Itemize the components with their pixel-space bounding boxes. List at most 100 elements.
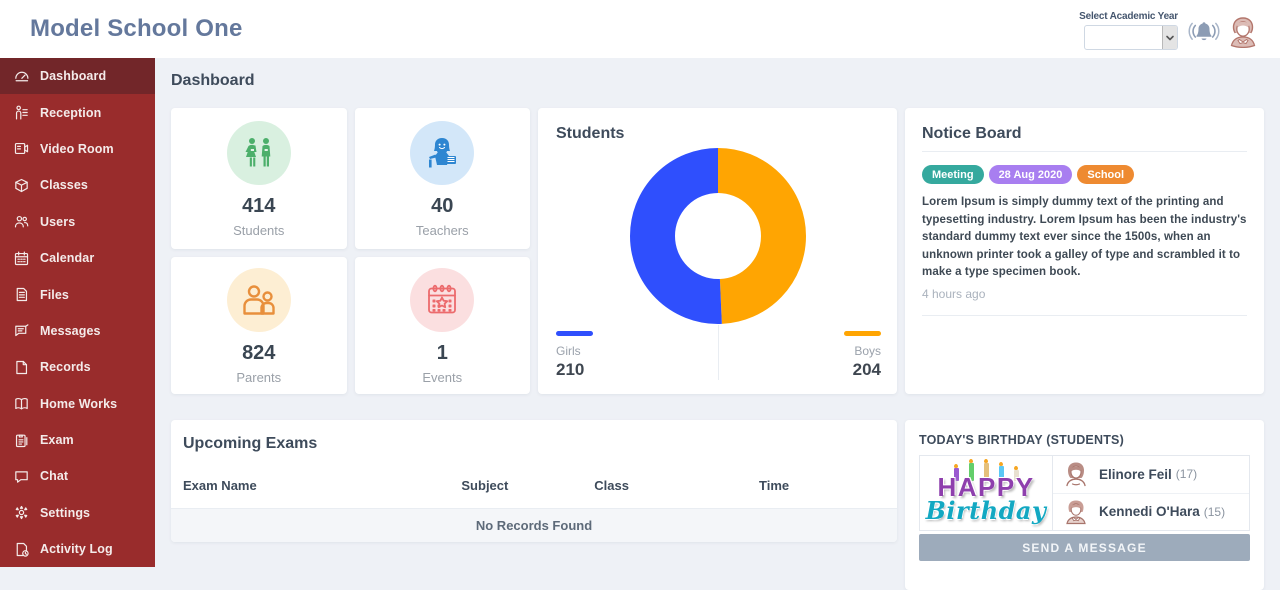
candle-icon	[968, 459, 974, 481]
exams-column-class: Class	[594, 478, 629, 493]
birthday-student-row: Kennedi O'Hara (15)	[1053, 492, 1249, 531]
sidebar-item-exam[interactable]: Exam	[0, 422, 155, 458]
chart-title: Students	[556, 125, 625, 142]
user-avatar[interactable]	[1228, 16, 1258, 53]
no-records-cell: No Records Found	[171, 508, 897, 542]
files-icon	[13, 286, 30, 303]
sidebar-item-calendar[interactable]: Calendar	[0, 240, 155, 276]
candle-icon	[998, 462, 1004, 481]
students-chart-card: Students Girls 210 Boys 204	[538, 108, 897, 394]
birthday-box: HAPPY Birthday Elinore Feil (17) Kennedi…	[919, 455, 1250, 531]
sidebar-item-files[interactable]: Files	[0, 276, 155, 312]
donut-segment-girls	[629, 148, 806, 324]
legend-girls: Girls 210	[556, 331, 593, 380]
candle-icon	[1013, 466, 1019, 481]
sidebar-item-label: Video Room	[40, 141, 114, 156]
records-icon	[13, 359, 30, 376]
student-avatar-icon	[1063, 461, 1089, 487]
sidebar-item-label: Messages	[40, 323, 101, 338]
sidebar-item-home-works[interactable]: Home Works	[0, 386, 155, 422]
students-icon	[226, 121, 291, 185]
sidebar-item-records[interactable]: Records	[0, 349, 155, 385]
academic-year-select[interactable]	[1084, 25, 1178, 50]
legend-value: 204	[852, 360, 881, 379]
messages-icon	[13, 322, 30, 339]
header: Model School One Select Academic Year	[0, 0, 1280, 58]
reception-icon	[13, 104, 30, 121]
sidebar-item-dashboard[interactable]: Dashboard	[0, 58, 155, 95]
sidebar-item-label: Dashboard	[40, 69, 107, 84]
stat-label: Parents	[236, 370, 282, 385]
parents-icon	[226, 268, 291, 332]
notice-time: 4 hours ago	[922, 286, 986, 301]
dashboard-icon	[13, 68, 30, 85]
stat-card-events: 1 Events	[354, 257, 530, 394]
stat-label: Students	[233, 223, 285, 238]
candle-icon	[953, 464, 959, 481]
sidebar-item-label: Exam	[40, 433, 74, 448]
sidebar-item-label: Home Works	[40, 396, 118, 411]
stat-value: 40	[431, 195, 454, 217]
sidebar-item-label: Files	[40, 287, 69, 302]
student-name: Elinore Feil	[1099, 466, 1172, 482]
sidebar-item-label: Settings	[40, 505, 91, 520]
send-a-message-button[interactable]: SEND A MESSAGE	[919, 534, 1250, 561]
legend-divider	[717, 325, 719, 380]
sidebar-item-activity-log[interactable]: Activity Log	[0, 531, 155, 567]
birthday-students-list: Elinore Feil (17) Kennedi O'Hara (15)	[1053, 456, 1249, 530]
teachers-icon	[410, 121, 475, 185]
sidebar: Dashboard Reception Video Room Classes U…	[0, 58, 155, 567]
notice-tag: 28 Aug 2020	[988, 165, 1073, 184]
stat-value: 414	[242, 195, 276, 217]
stat-card-teachers: 40 Teachers	[354, 108, 530, 249]
legend-label: Girls	[556, 344, 581, 358]
birthday-card: TODAY'S BIRTHDAY (STUDENTS) HAPPY Birthd…	[905, 420, 1264, 590]
student-name: Kennedi O'Hara	[1099, 504, 1200, 520]
sidebar-item-video-room[interactable]: Video Room	[0, 131, 155, 167]
exam-icon	[13, 432, 30, 449]
academic-year-label: Select Academic Year	[1079, 11, 1178, 22]
sidebar-item-settings[interactable]: Settings	[0, 495, 155, 531]
sidebar-item-label: Classes	[40, 178, 88, 193]
sidebar-item-messages[interactable]: Messages	[0, 313, 155, 349]
stat-label: Events	[422, 370, 463, 385]
candles-decoration	[953, 459, 1019, 481]
legend-boys: Boys 204	[844, 331, 881, 380]
sidebar-item-chat[interactable]: Chat	[0, 458, 155, 494]
notice-board-title: Notice Board	[922, 125, 1022, 142]
home-works-icon	[13, 395, 30, 412]
stat-card-students: 414 Students	[171, 108, 347, 249]
legend-color-bar	[556, 331, 593, 336]
stat-card-parents: 824 Parents	[171, 257, 347, 394]
classes-icon	[13, 177, 30, 194]
sidebar-item-users[interactable]: Users	[0, 204, 155, 240]
student-age: (15)	[1203, 504, 1226, 519]
happy-birthday-art: HAPPY Birthday	[920, 456, 1053, 530]
happy-word: HAPPY	[937, 472, 1035, 502]
notifications-bell-icon[interactable]	[1187, 19, 1221, 50]
chat-icon	[13, 468, 30, 485]
divider	[922, 151, 1247, 152]
stat-cards: 414 Students 40 Teachers 824 Parents	[171, 108, 530, 394]
sidebar-item-label: Reception	[40, 105, 102, 120]
exams-column-time: Time	[759, 478, 790, 493]
candle-icon	[983, 459, 989, 481]
calendar-icon	[13, 250, 30, 267]
divider	[922, 314, 1247, 316]
sidebar-item-reception[interactable]: Reception	[0, 94, 155, 130]
sidebar-item-label: Records	[40, 360, 91, 375]
stat-value: 824	[242, 342, 276, 364]
sidebar-item-label: Chat	[40, 469, 69, 484]
stat-value: 1	[436, 342, 448, 364]
sidebar-item-label: Users	[40, 214, 76, 229]
sidebar-item-label: Calendar	[40, 251, 95, 266]
notice-item: Meeting 28 Aug 2020 School Lorem Ipsum is …	[922, 165, 1247, 316]
exams-column-exam-name: Exam Name	[183, 478, 257, 493]
settings-icon	[13, 504, 30, 521]
video-room-icon	[13, 140, 30, 157]
school-name: Model School One	[30, 15, 243, 42]
exams-column-subject: Subject	[461, 478, 509, 493]
notice-tag: Meeting	[922, 165, 984, 184]
events-icon	[410, 268, 475, 332]
sidebar-item-classes[interactable]: Classes	[0, 167, 155, 203]
